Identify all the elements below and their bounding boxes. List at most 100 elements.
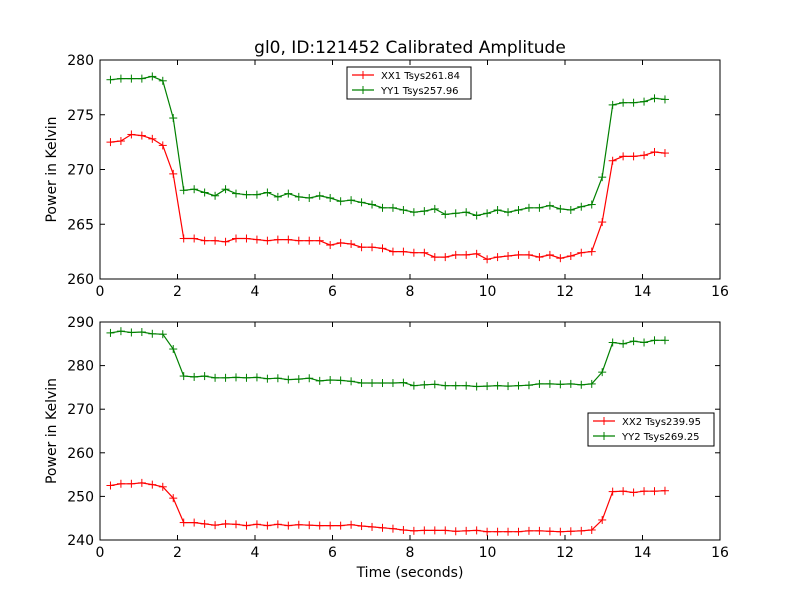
y-tick-label: 260 bbox=[67, 446, 94, 462]
data-point bbox=[462, 250, 471, 259]
data-point bbox=[598, 368, 607, 377]
data-point bbox=[650, 487, 659, 496]
data-point bbox=[608, 100, 617, 109]
data-point bbox=[441, 381, 450, 390]
data-point bbox=[305, 521, 314, 530]
legend-entry: YY2 Tsys269.25 bbox=[593, 432, 700, 443]
data-point bbox=[326, 375, 335, 384]
data-point bbox=[252, 190, 261, 199]
data-point bbox=[378, 523, 387, 532]
data-point bbox=[640, 338, 649, 347]
data-point bbox=[493, 206, 502, 215]
data-point bbox=[252, 373, 261, 382]
data-point bbox=[545, 527, 554, 536]
data-point bbox=[137, 478, 146, 487]
data-point bbox=[116, 327, 125, 336]
data-point bbox=[399, 247, 408, 256]
data-point bbox=[388, 203, 397, 212]
data-point bbox=[388, 379, 397, 388]
x-tick-label: 4 bbox=[251, 284, 260, 300]
data-point bbox=[524, 381, 533, 390]
data-point bbox=[127, 328, 136, 337]
data-point bbox=[347, 520, 356, 529]
data-point bbox=[158, 330, 167, 339]
data-point bbox=[200, 372, 209, 381]
bottom-legend: XX2 Tsys239.95 YY2 Tsys269.25 bbox=[587, 412, 715, 447]
data-point bbox=[378, 244, 387, 253]
legend-label: XX1 Tsys261.84 bbox=[381, 71, 460, 82]
x-tick-label: 2 bbox=[173, 284, 182, 300]
data-point bbox=[598, 515, 607, 524]
data-point bbox=[232, 373, 241, 382]
data-point bbox=[336, 376, 345, 385]
data-point bbox=[326, 241, 335, 250]
figure-title: gl0, ID:121452 Calibrated Amplitude bbox=[254, 38, 566, 58]
data-point bbox=[483, 255, 492, 264]
data-point bbox=[430, 204, 439, 213]
data-point bbox=[200, 236, 209, 245]
legend-label: XX2 Tsys239.95 bbox=[622, 417, 701, 428]
x-tick-label: 0 bbox=[96, 545, 105, 561]
data-point bbox=[504, 208, 513, 217]
data-point bbox=[545, 201, 554, 210]
data-point bbox=[409, 526, 418, 535]
data-point bbox=[263, 188, 272, 197]
data-point bbox=[650, 94, 659, 103]
legend-entry: XX1 Tsys261.84 bbox=[352, 71, 460, 82]
data-point bbox=[179, 186, 188, 195]
data-point bbox=[263, 236, 272, 245]
data-point bbox=[326, 193, 335, 202]
y-tick-label: 260 bbox=[67, 272, 94, 288]
top-axis-ticks: 0 2 4 6 8 10 12 14 16 260 265 270 275 280 bbox=[67, 53, 729, 300]
data-point bbox=[263, 374, 272, 383]
data-point bbox=[294, 192, 303, 201]
bottom-y-axis-label: Power in Kelvin bbox=[44, 378, 60, 484]
data-point bbox=[451, 381, 460, 390]
data-point bbox=[242, 190, 251, 199]
data-point bbox=[148, 480, 157, 489]
y-tick-label: 270 bbox=[67, 402, 94, 418]
data-point bbox=[472, 211, 481, 220]
data-point bbox=[566, 527, 575, 536]
data-point bbox=[483, 382, 492, 391]
data-point bbox=[294, 375, 303, 384]
data-point bbox=[577, 248, 586, 257]
data-point bbox=[399, 525, 408, 534]
data-point bbox=[368, 243, 377, 252]
x-tick-label: 4 bbox=[251, 545, 260, 561]
y-tick-label: 280 bbox=[67, 53, 94, 69]
data-point bbox=[441, 526, 450, 535]
data-point bbox=[504, 252, 513, 261]
x-tick-label: 16 bbox=[711, 284, 729, 300]
data-point bbox=[640, 97, 649, 106]
data-point bbox=[221, 373, 230, 382]
data-point bbox=[619, 152, 628, 161]
data-point bbox=[221, 185, 230, 194]
data-point bbox=[190, 372, 199, 381]
data-point bbox=[127, 74, 136, 83]
data-point bbox=[127, 479, 136, 488]
data-point bbox=[420, 248, 429, 257]
data-point bbox=[598, 173, 607, 182]
data-point bbox=[273, 235, 282, 244]
x-tick-label: 12 bbox=[556, 284, 574, 300]
data-point bbox=[190, 234, 199, 243]
data-point bbox=[232, 234, 241, 243]
legend-label: YY2 Tsys269.25 bbox=[621, 432, 700, 443]
data-point bbox=[493, 253, 502, 262]
x-tick-label: 6 bbox=[328, 545, 337, 561]
data-point bbox=[587, 525, 596, 534]
data-point bbox=[650, 147, 659, 156]
x-tick-label: 14 bbox=[634, 545, 652, 561]
data-point bbox=[148, 329, 157, 338]
data-point bbox=[294, 236, 303, 245]
data-point bbox=[169, 345, 178, 354]
data-point bbox=[273, 374, 282, 383]
data-point bbox=[462, 381, 471, 390]
data-point bbox=[629, 152, 638, 161]
data-point bbox=[211, 236, 220, 245]
data-point bbox=[441, 253, 450, 262]
data-point bbox=[640, 487, 649, 496]
x-tick-label: 10 bbox=[479, 545, 497, 561]
